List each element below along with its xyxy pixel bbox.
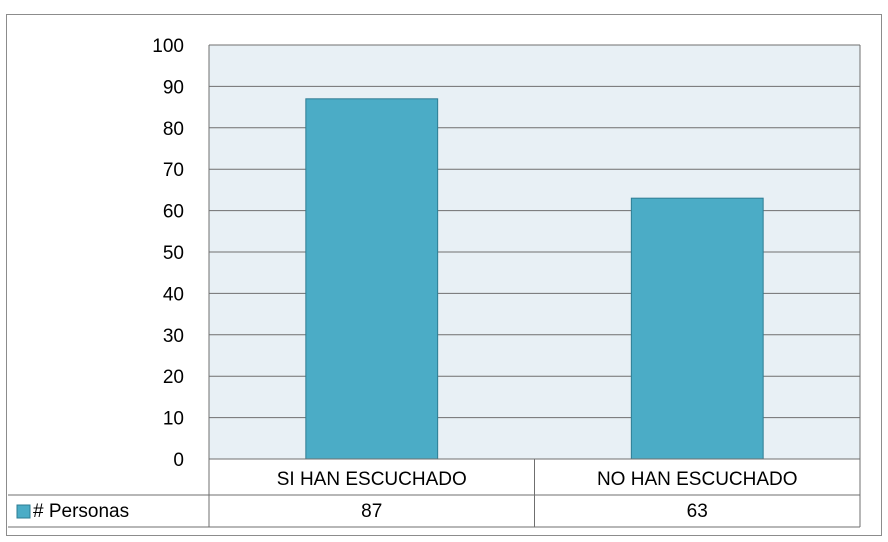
y-tick-label: 20 (163, 367, 184, 388)
y-tick-label: 0 (173, 450, 184, 471)
y-tick-label: 40 (163, 284, 184, 305)
y-tick-label: 80 (163, 119, 184, 140)
legend-swatch (16, 504, 31, 519)
bar-1 (305, 98, 439, 460)
data-value-label: 63 (687, 501, 708, 522)
y-tick-label: 50 (163, 243, 184, 264)
bar-2 (630, 197, 764, 460)
x-category-label: SI HAN ESCUCHADO (277, 469, 467, 490)
data-value-label: 87 (361, 501, 382, 522)
y-tick-label: 10 (163, 409, 184, 430)
x-category-label: NO HAN ESCUCHADO (597, 469, 798, 490)
legend-series-name: # Personas (33, 501, 129, 522)
y-tick-label: 30 (163, 326, 184, 347)
y-tick-label: 60 (163, 202, 184, 223)
bar-chart: 0 10 20 30 40 50 60 70 80 90 100 SI HAN ESCUCHADO NO… (8, 36, 861, 528)
chart-frame: 0 10 20 30 40 50 60 70 80 90 100 SI HAN ESCUCHADO NO… (6, 14, 882, 536)
y-tick-label: 90 (163, 77, 184, 98)
y-tick-label: 70 (163, 160, 184, 181)
y-tick-label: 100 (152, 36, 184, 57)
